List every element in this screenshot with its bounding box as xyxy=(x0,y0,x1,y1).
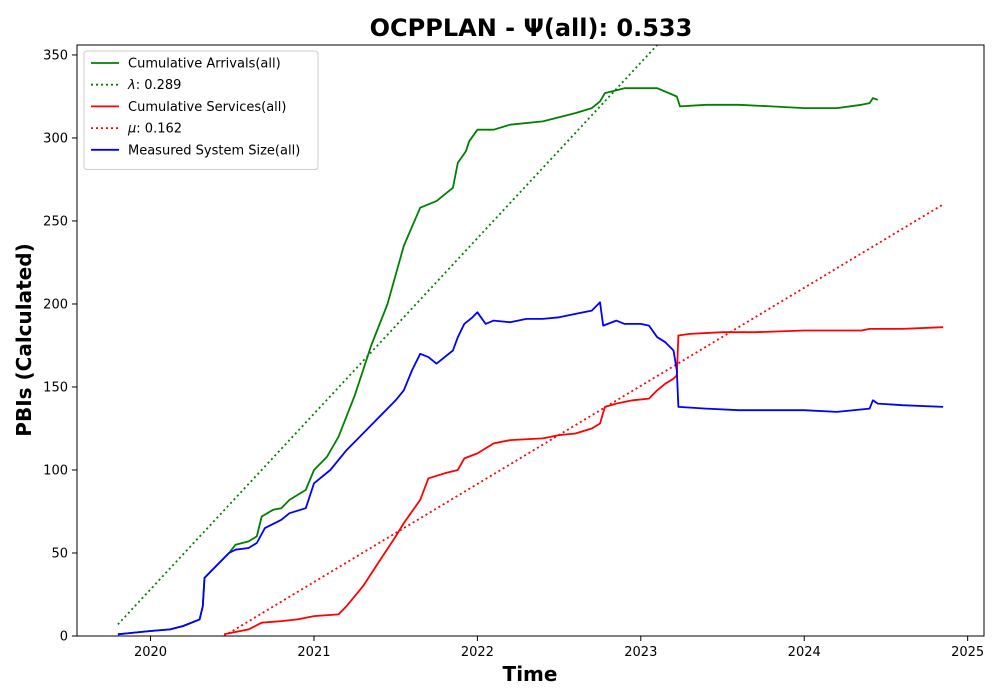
x-tick-label: 2025 xyxy=(951,645,984,660)
y-tick-label: 150 xyxy=(43,380,68,395)
legend-label-1: λ: 0.289 xyxy=(127,78,181,93)
legend-label-4: Measured System Size(all) xyxy=(128,143,300,158)
y-tick-label: 300 xyxy=(43,131,68,146)
y-tick-label: 250 xyxy=(43,214,68,229)
legend-label-3: μ: 0.162 xyxy=(127,122,182,137)
legend-label-2: Cumulative Services(all) xyxy=(128,100,286,115)
series-line-0 xyxy=(117,87,879,636)
x-tick-label: 2024 xyxy=(788,645,821,660)
series-line-2 xyxy=(223,326,944,636)
x-tick-label: 2020 xyxy=(134,645,167,660)
series-line-4 xyxy=(117,301,944,636)
x-tick-label: 2022 xyxy=(461,645,494,660)
y-tick-label: 50 xyxy=(51,546,68,561)
plot-area: 2020 2021 2022 2023 2024 2025 0 50 100 150 200 250 3… xyxy=(43,44,985,660)
legend: Cumulative Arrivals(all) λ: 0.289 Cumulati… xyxy=(83,50,319,170)
series-group xyxy=(117,45,944,636)
x-tick-label: 2023 xyxy=(624,645,657,660)
y-tick-label: 350 xyxy=(43,48,68,63)
y-tick-label: 0 xyxy=(60,630,68,645)
legend-label-0: Cumulative Arrivals(all) xyxy=(128,57,281,72)
y-tick-label: 100 xyxy=(43,463,68,478)
plot-frame xyxy=(76,44,985,637)
y-tick-label: 200 xyxy=(43,297,68,312)
series-line-1 xyxy=(117,45,658,626)
legend-box xyxy=(83,50,319,170)
x-tick-label: 2021 xyxy=(297,645,330,660)
chart-title: OCPPLAN - Ψ(all): 0.533 xyxy=(370,14,693,42)
y-axis-title: PBIs (Calculated) xyxy=(12,243,36,436)
x-axis-title: Time xyxy=(503,662,558,686)
